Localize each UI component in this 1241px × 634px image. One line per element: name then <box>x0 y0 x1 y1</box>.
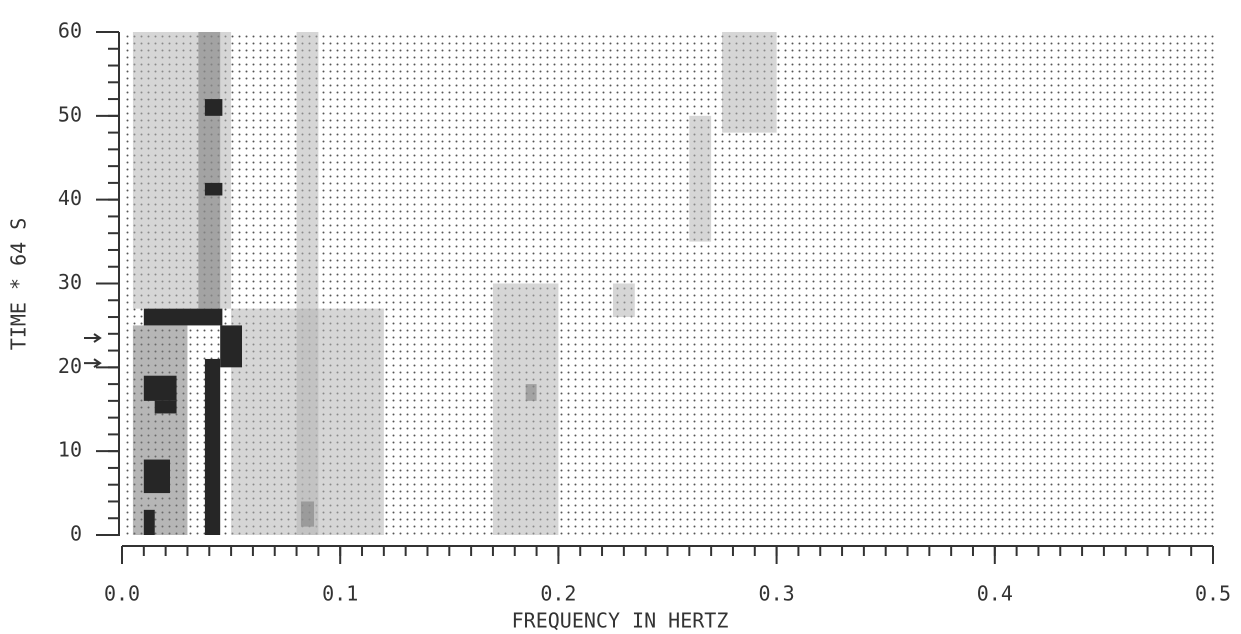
y-tick-label: 50 <box>58 102 82 126</box>
spectral-region <box>689 115 712 242</box>
spectral-region <box>722 32 777 133</box>
spectral-region <box>300 501 315 527</box>
y-tick-label: 40 <box>58 186 82 210</box>
x-tick-label: 0.3 <box>759 582 795 606</box>
y-tick-label: 60 <box>58 19 82 43</box>
spectral-region <box>204 99 223 116</box>
spectral-region <box>143 308 223 326</box>
spectral-region <box>204 358 221 535</box>
spectral-region <box>204 182 223 196</box>
x-tick-label: 0.0 <box>104 582 140 606</box>
spectral-region <box>198 32 221 309</box>
time-arrow <box>84 358 102 368</box>
spectral-region <box>220 325 243 368</box>
spectral-region <box>612 283 635 318</box>
y-tick-label: 0 <box>70 522 82 546</box>
spectral-region <box>143 509 155 535</box>
time-arrow <box>84 333 102 343</box>
spectral-region <box>492 283 559 535</box>
y-tick-label: 10 <box>58 438 82 462</box>
x-tick-label: 0.2 <box>540 582 576 606</box>
x-tick-label: 0.5 <box>1195 582 1231 606</box>
regions <box>132 32 777 535</box>
spectral-region <box>132 325 188 535</box>
y-tick-label: 30 <box>58 270 82 294</box>
spectral-region <box>525 384 537 401</box>
y-tick-label: 20 <box>58 354 82 378</box>
spectral-region <box>143 459 171 494</box>
spectral-region <box>143 375 177 401</box>
y-axis-label: TIME * 64 S <box>7 218 31 350</box>
x-axis-label: FREQUENCY IN HERTZ <box>512 609 729 633</box>
x-tick-label: 0.1 <box>322 582 358 606</box>
x-tick-label: 0.4 <box>977 582 1013 606</box>
spectral-region <box>154 400 177 414</box>
spectral-region <box>231 308 384 535</box>
